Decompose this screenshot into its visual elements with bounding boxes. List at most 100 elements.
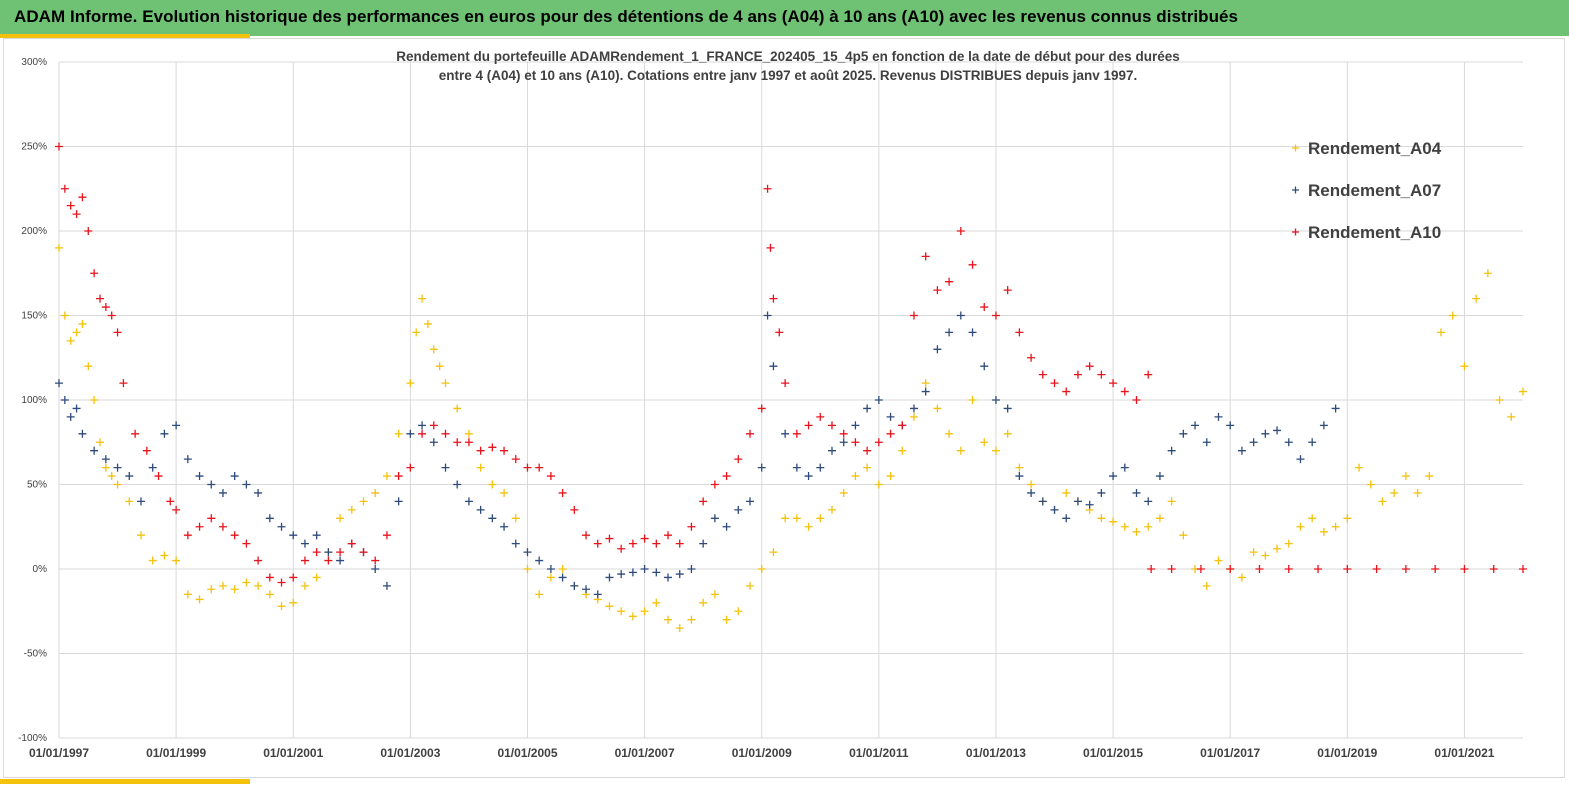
- data-point: [1202, 438, 1211, 447]
- data-point: [125, 472, 134, 481]
- data-point: [207, 480, 216, 489]
- data-point: [148, 556, 157, 565]
- data-point: [113, 463, 122, 472]
- data-point: [1237, 573, 1246, 582]
- data-point: [1249, 438, 1258, 447]
- data-point: [242, 539, 251, 548]
- data-point: [763, 311, 772, 320]
- data-point: [523, 463, 532, 472]
- data-point: [1038, 370, 1047, 379]
- data-point: [640, 607, 649, 616]
- data-point: [412, 328, 421, 337]
- data-point: [406, 463, 415, 472]
- data-point: [991, 396, 1000, 404]
- legend-label: Rendement_A10: [1308, 223, 1441, 242]
- data-point: [1314, 565, 1323, 573]
- data-point: [453, 404, 462, 413]
- data-point: [435, 362, 444, 371]
- data-point: [1144, 497, 1153, 506]
- data-point: [136, 531, 145, 540]
- data-point: [1284, 438, 1293, 447]
- data-point: [464, 497, 473, 506]
- data-point: [687, 522, 696, 531]
- data-point: [488, 514, 497, 523]
- data-point: [933, 286, 942, 295]
- data-point: [1085, 362, 1094, 371]
- data-point: [1003, 286, 1012, 295]
- data-point: [766, 243, 775, 252]
- data-point: [1273, 426, 1282, 435]
- data-point: [863, 404, 872, 413]
- data-point: [371, 556, 380, 565]
- data-point: [664, 573, 673, 582]
- data-point: [781, 514, 790, 523]
- data-point: [593, 590, 602, 599]
- data-point: [839, 438, 848, 447]
- data-point: [265, 514, 274, 523]
- series-Rendement_A10: [55, 142, 1527, 587]
- data-point: [1214, 412, 1223, 421]
- data-point: [816, 514, 825, 523]
- x-tick-label: 01/01/2017: [1200, 746, 1260, 760]
- data-point: [1147, 565, 1156, 573]
- data-point: [113, 480, 122, 489]
- data-point: [746, 429, 755, 438]
- data-point: [78, 429, 87, 438]
- data-point: [148, 463, 157, 472]
- y-tick-label: 300%: [21, 57, 47, 68]
- data-point: [1401, 472, 1410, 481]
- data-point: [453, 438, 462, 447]
- data-point: [172, 505, 181, 514]
- data-point: [628, 612, 637, 621]
- data-point: [300, 539, 309, 548]
- data-point: [909, 404, 918, 413]
- data-point: [757, 404, 766, 413]
- data-point: [476, 463, 485, 472]
- data-point: [652, 568, 661, 577]
- data-point: [523, 565, 532, 573]
- legend-item: Rendement_A04: [1292, 139, 1442, 158]
- data-point: [722, 522, 731, 531]
- data-point: [851, 421, 860, 430]
- data-point: [394, 472, 403, 481]
- data-point: [921, 252, 930, 261]
- data-point: [1097, 488, 1106, 497]
- data-point: [1343, 514, 1352, 523]
- accent-bar-bottom: [0, 779, 250, 784]
- data-point: [863, 446, 872, 455]
- data-point: [254, 488, 263, 497]
- data-point: [1284, 565, 1293, 573]
- data-point: [675, 539, 684, 548]
- data-point: [1003, 404, 1012, 413]
- data-point: [1366, 480, 1375, 489]
- data-point: [664, 531, 673, 540]
- legend-label: Rendement_A04: [1308, 139, 1442, 158]
- data-point: [371, 488, 380, 497]
- data-point: [558, 573, 567, 582]
- data-point: [1460, 362, 1469, 371]
- data-point: [166, 497, 175, 506]
- data-point: [687, 565, 696, 573]
- data-point: [382, 472, 391, 481]
- data-point: [1460, 565, 1469, 573]
- data-point: [792, 463, 801, 472]
- data-point: [195, 472, 204, 481]
- data-point: [781, 379, 790, 388]
- data-point: [277, 602, 286, 611]
- data-point: [418, 294, 427, 303]
- data-point: [511, 514, 520, 523]
- data-point: [921, 379, 930, 388]
- data-point: [84, 227, 93, 235]
- data-point: [933, 345, 942, 354]
- data-point: [1109, 517, 1118, 526]
- data-point: [218, 581, 227, 590]
- y-tick-label: 250%: [21, 142, 47, 153]
- y-tick-label: 0%: [33, 564, 48, 575]
- data-point: [90, 269, 99, 278]
- data-point: [1179, 429, 1188, 438]
- data-point: [441, 379, 450, 388]
- title-banner: ADAM Informe. Evolution historique des p…: [0, 0, 1569, 36]
- data-point: [757, 565, 766, 573]
- data-point: [874, 396, 883, 404]
